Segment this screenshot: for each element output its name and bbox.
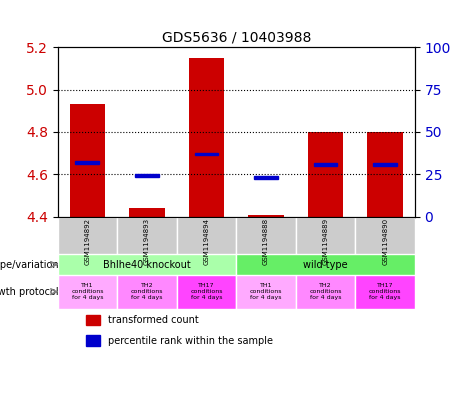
Text: Bhlhe40 knockout: Bhlhe40 knockout [103, 259, 191, 270]
FancyBboxPatch shape [117, 275, 177, 309]
FancyBboxPatch shape [236, 275, 296, 309]
Bar [248, 215, 284, 217]
Bar [129, 208, 165, 217]
Text: GSM1194893: GSM1194893 [144, 218, 150, 265]
Bar [367, 132, 403, 217]
FancyBboxPatch shape [177, 217, 236, 275]
Text: TH1
conditions
for 4 days: TH1 conditions for 4 days [250, 283, 282, 300]
Text: GSM1194889: GSM1194889 [323, 218, 329, 265]
Text: GSM1194892: GSM1194892 [84, 218, 90, 265]
Bar [373, 163, 397, 166]
Text: GSM1194894: GSM1194894 [203, 218, 209, 265]
FancyBboxPatch shape [117, 217, 177, 275]
Text: GSM1194888: GSM1194888 [263, 218, 269, 265]
FancyBboxPatch shape [296, 217, 355, 275]
Bar [195, 153, 219, 155]
Text: TH17
conditions
for 4 days: TH17 conditions for 4 days [369, 283, 402, 300]
Bar [135, 174, 159, 176]
FancyBboxPatch shape [296, 275, 355, 309]
Bar [254, 176, 278, 179]
Text: transformed count: transformed count [107, 315, 198, 325]
FancyBboxPatch shape [58, 217, 117, 275]
Text: growth protocol: growth protocol [0, 286, 59, 297]
Text: percentile rank within the sample: percentile rank within the sample [107, 336, 272, 345]
FancyBboxPatch shape [58, 254, 236, 275]
Bar [76, 162, 99, 164]
Bar [86, 335, 100, 346]
FancyBboxPatch shape [177, 275, 236, 309]
Title: GDS5636 / 10403988: GDS5636 / 10403988 [161, 31, 311, 44]
Text: TH2
conditions
for 4 days: TH2 conditions for 4 days [131, 283, 163, 300]
FancyBboxPatch shape [355, 217, 415, 275]
Bar [189, 58, 225, 217]
Text: TH17
conditions
for 4 days: TH17 conditions for 4 days [190, 283, 223, 300]
Text: genotype/variation: genotype/variation [0, 259, 59, 270]
FancyBboxPatch shape [236, 254, 415, 275]
Text: GSM1194890: GSM1194890 [382, 218, 388, 265]
FancyBboxPatch shape [355, 275, 415, 309]
Text: TH1
conditions
for 4 days: TH1 conditions for 4 days [71, 283, 104, 300]
Bar [313, 163, 337, 166]
FancyBboxPatch shape [236, 217, 296, 275]
FancyBboxPatch shape [58, 275, 117, 309]
Bar [86, 315, 100, 325]
Bar [308, 132, 343, 217]
Bar [70, 105, 105, 217]
Text: wild type: wild type [303, 259, 348, 270]
Text: TH2
conditions
for 4 days: TH2 conditions for 4 days [309, 283, 342, 300]
